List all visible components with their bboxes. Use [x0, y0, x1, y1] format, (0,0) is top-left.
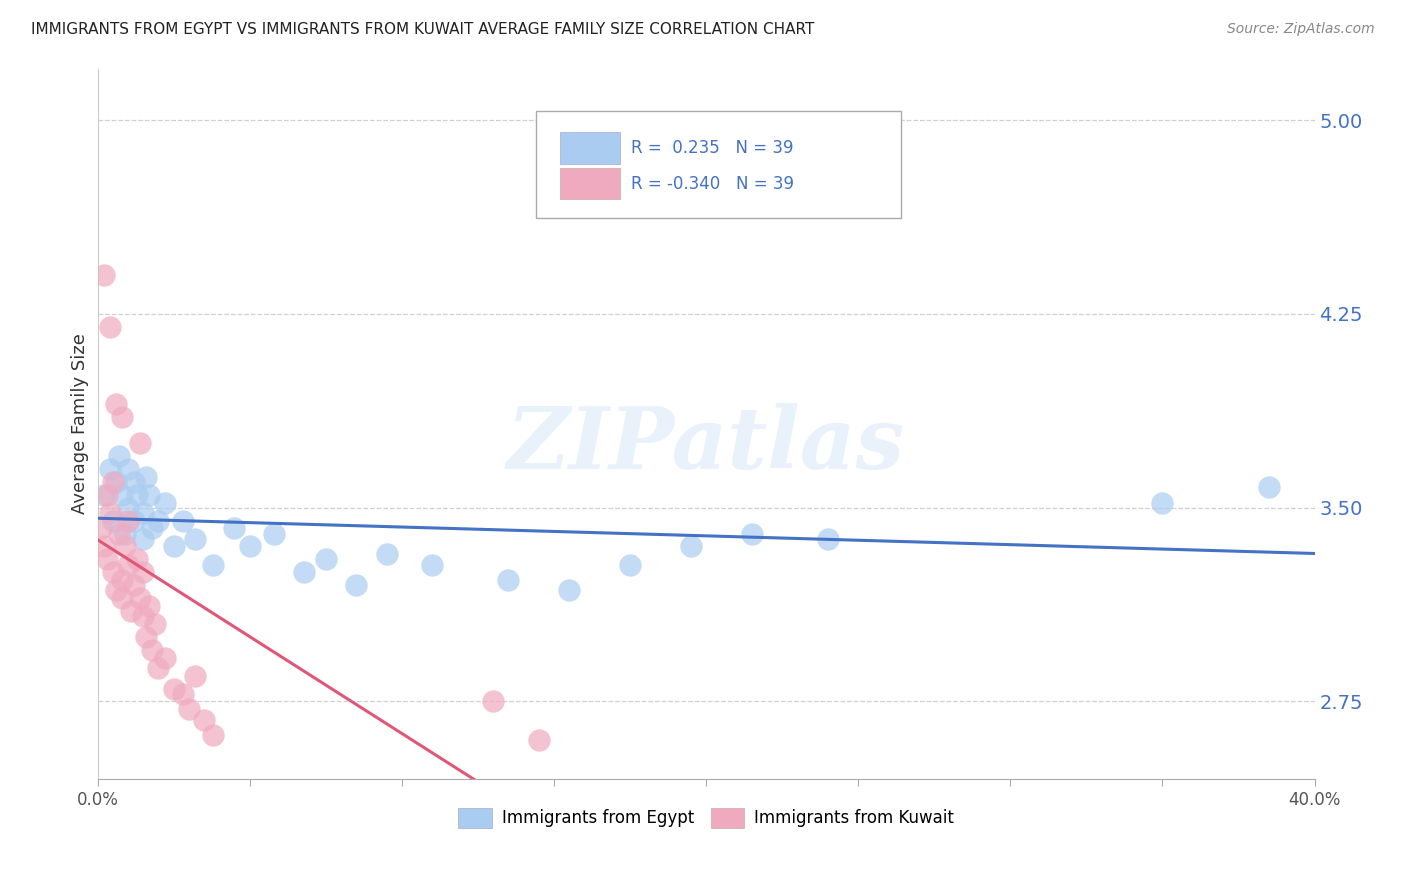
Point — [135, 469, 157, 483]
Point — [202, 728, 225, 742]
Point — [148, 661, 170, 675]
Point — [93, 268, 115, 282]
Point — [315, 552, 337, 566]
Point — [741, 526, 763, 541]
Point — [114, 540, 136, 554]
Point — [172, 687, 194, 701]
Point — [135, 630, 157, 644]
Point — [679, 540, 702, 554]
Point — [117, 558, 139, 572]
Point — [98, 506, 121, 520]
Point — [138, 488, 160, 502]
FancyBboxPatch shape — [536, 112, 901, 218]
Point — [132, 506, 155, 520]
Point — [101, 566, 124, 580]
Point — [375, 547, 398, 561]
Point — [114, 526, 136, 541]
Text: IMMIGRANTS FROM EGYPT VS IMMIGRANTS FROM KUWAIT AVERAGE FAMILY SIZE CORRELATION : IMMIGRANTS FROM EGYPT VS IMMIGRANTS FROM… — [31, 22, 814, 37]
Point — [619, 558, 641, 572]
Text: ZIPatlas: ZIPatlas — [508, 403, 905, 487]
Point — [104, 583, 127, 598]
Point — [162, 540, 184, 554]
Point — [117, 462, 139, 476]
Point — [498, 573, 520, 587]
Point — [558, 583, 581, 598]
Point — [172, 514, 194, 528]
Point — [420, 558, 443, 572]
Point — [120, 604, 142, 618]
Point — [132, 532, 155, 546]
Text: R =  0.235   N = 39: R = 0.235 N = 39 — [631, 139, 793, 157]
Y-axis label: Average Family Size: Average Family Size — [72, 334, 89, 514]
Point — [98, 462, 121, 476]
Point — [145, 616, 167, 631]
Point — [184, 532, 207, 546]
Point — [184, 668, 207, 682]
Point — [141, 642, 163, 657]
Point — [111, 410, 134, 425]
Point — [132, 566, 155, 580]
Point — [117, 514, 139, 528]
Point — [239, 540, 262, 554]
Point — [153, 495, 176, 509]
Point — [122, 514, 145, 528]
Point — [108, 449, 131, 463]
Point — [294, 566, 316, 580]
Point — [98, 319, 121, 334]
Point — [111, 591, 134, 606]
FancyBboxPatch shape — [560, 168, 620, 199]
Point — [104, 397, 127, 411]
Point — [148, 514, 170, 528]
Point — [101, 514, 124, 528]
Point — [177, 702, 200, 716]
Point — [162, 681, 184, 696]
Point — [93, 488, 115, 502]
Point — [344, 578, 367, 592]
Point — [108, 526, 131, 541]
Point — [482, 694, 505, 708]
Point — [193, 713, 215, 727]
Point — [527, 733, 550, 747]
Point — [202, 558, 225, 572]
Point — [96, 552, 118, 566]
Text: Source: ZipAtlas.com: Source: ZipAtlas.com — [1227, 22, 1375, 37]
Point — [817, 532, 839, 546]
Text: R = -0.340   N = 39: R = -0.340 N = 39 — [631, 175, 793, 193]
Point — [122, 475, 145, 489]
Point — [224, 521, 246, 535]
Point — [132, 609, 155, 624]
Legend: Immigrants from Egypt, Immigrants from Kuwait: Immigrants from Egypt, Immigrants from K… — [451, 801, 960, 835]
Point — [93, 540, 115, 554]
Point — [117, 500, 139, 515]
Point — [96, 488, 118, 502]
Point — [1257, 480, 1279, 494]
Point — [101, 475, 124, 489]
Point — [90, 521, 112, 535]
Point — [141, 521, 163, 535]
Point — [111, 573, 134, 587]
Point — [127, 488, 149, 502]
Point — [129, 436, 152, 450]
FancyBboxPatch shape — [560, 132, 620, 164]
Point — [263, 526, 285, 541]
Point — [104, 475, 127, 489]
Point — [153, 650, 176, 665]
Point — [1152, 495, 1174, 509]
Point — [111, 488, 134, 502]
Point — [138, 599, 160, 613]
Point — [129, 591, 152, 606]
Point — [122, 578, 145, 592]
Point — [127, 552, 149, 566]
